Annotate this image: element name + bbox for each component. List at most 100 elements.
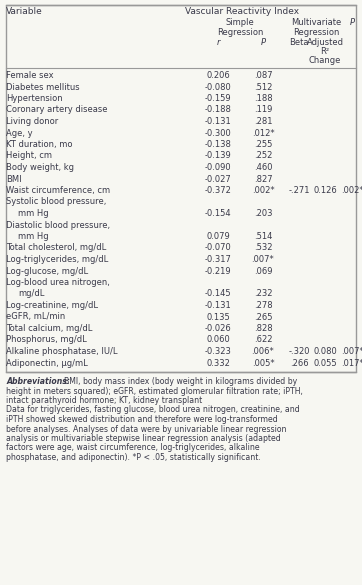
Text: -0.188: -0.188 — [205, 105, 231, 115]
Text: Regression: Regression — [293, 28, 339, 37]
Text: -0.300: -0.300 — [205, 129, 231, 137]
Text: -0.027: -0.027 — [205, 174, 231, 184]
Text: .460: .460 — [254, 163, 272, 172]
Text: Alkaline phosphatase, IU/L: Alkaline phosphatase, IU/L — [6, 347, 118, 356]
Text: Log-creatinine, mg/dL: Log-creatinine, mg/dL — [6, 301, 98, 310]
Text: -0.159: -0.159 — [205, 94, 231, 103]
Text: height in meters squared); eGFR, estimated glomerular filtration rate; iPTH,: height in meters squared); eGFR, estimat… — [6, 387, 303, 395]
Text: .017*: .017* — [341, 359, 362, 367]
Text: .006*: .006* — [252, 347, 274, 356]
Text: -0.026: -0.026 — [205, 324, 231, 333]
Text: -0.090: -0.090 — [205, 163, 231, 172]
Text: Adjusted: Adjusted — [307, 38, 344, 47]
Text: P: P — [349, 18, 354, 27]
Text: phosphatase, and adiponectin). *P < .05, statistically significant.: phosphatase, and adiponectin). *P < .05,… — [6, 453, 261, 462]
Text: Log-triglycerides, mg/dL: Log-triglycerides, mg/dL — [6, 255, 108, 264]
Text: Abbreviations:: Abbreviations: — [6, 377, 70, 386]
Text: mm Hg: mm Hg — [18, 232, 49, 241]
Text: Adiponectin, μg/mL: Adiponectin, μg/mL — [6, 359, 88, 367]
Text: Log-blood urea nitrogen,: Log-blood urea nitrogen, — [6, 278, 110, 287]
Text: 0.079: 0.079 — [206, 232, 230, 241]
Text: Change: Change — [309, 56, 341, 65]
Text: Height, cm: Height, cm — [6, 152, 52, 160]
Text: -0.139: -0.139 — [205, 152, 231, 160]
Text: 0.055: 0.055 — [313, 359, 337, 367]
Text: .265: .265 — [254, 312, 272, 322]
Text: .252: .252 — [254, 152, 272, 160]
Text: 0.206: 0.206 — [206, 71, 230, 80]
Text: .232: .232 — [254, 290, 272, 298]
Text: eGFR, mL/min: eGFR, mL/min — [6, 312, 65, 322]
Text: -0.372: -0.372 — [205, 186, 231, 195]
Text: 0.332: 0.332 — [206, 359, 230, 367]
Text: .087: .087 — [254, 71, 272, 80]
Text: Coronary artery disease: Coronary artery disease — [6, 105, 108, 115]
Text: KT duration, mo: KT duration, mo — [6, 140, 72, 149]
Text: Total calcium, mg/dL: Total calcium, mg/dL — [6, 324, 92, 333]
Text: Multivariate: Multivariate — [291, 18, 341, 27]
Text: BMI: BMI — [6, 174, 22, 184]
Text: .828: .828 — [254, 324, 272, 333]
Text: R²: R² — [320, 47, 329, 56]
Text: analysis or multivariable stepwise linear regression analysis (adapted: analysis or multivariable stepwise linea… — [6, 434, 281, 443]
Text: -.271: -.271 — [288, 186, 310, 195]
Text: .005*: .005* — [252, 359, 274, 367]
Text: Data for triglycerides, fasting glucose, blood urea nitrogen, creatinine, and: Data for triglycerides, fasting glucose,… — [6, 405, 300, 415]
Text: .069: .069 — [254, 267, 272, 276]
Text: Diabetes mellitus: Diabetes mellitus — [6, 82, 80, 91]
Text: r: r — [216, 38, 220, 47]
Text: -0.323: -0.323 — [205, 347, 231, 356]
Text: .622: .622 — [254, 336, 272, 345]
Text: .002*: .002* — [252, 186, 274, 195]
Bar — [6, 5, 356, 372]
Text: -0.138: -0.138 — [205, 140, 231, 149]
Text: .514: .514 — [254, 232, 272, 241]
Text: .007*: .007* — [252, 255, 274, 264]
Text: 0.080: 0.080 — [313, 347, 337, 356]
Text: .188: .188 — [254, 94, 272, 103]
Text: 0.135: 0.135 — [206, 312, 230, 322]
Text: Regression: Regression — [217, 28, 263, 37]
Text: Systolic blood pressure,: Systolic blood pressure, — [6, 198, 106, 207]
Text: -0.219: -0.219 — [205, 267, 231, 276]
Text: 0.060: 0.060 — [206, 336, 230, 345]
Text: BMI, body mass index (body weight in kilograms divided by: BMI, body mass index (body weight in kil… — [64, 377, 297, 386]
Text: iPTH showed skewed distribution and therefore were log-transformed: iPTH showed skewed distribution and ther… — [6, 415, 278, 424]
Text: intact parathyroid hormone; KT, kidney transplant: intact parathyroid hormone; KT, kidney t… — [6, 396, 202, 405]
Text: Total cholesterol, mg/dL: Total cholesterol, mg/dL — [6, 243, 106, 253]
Text: Age, y: Age, y — [6, 129, 33, 137]
Text: -0.070: -0.070 — [205, 243, 231, 253]
Text: Log-glucose, mg/dL: Log-glucose, mg/dL — [6, 267, 88, 276]
Text: .012*: .012* — [252, 129, 274, 137]
Text: .119: .119 — [254, 105, 272, 115]
Text: Waist circumference, cm: Waist circumference, cm — [6, 186, 110, 195]
Text: -0.154: -0.154 — [205, 209, 231, 218]
Text: -0.131: -0.131 — [205, 117, 231, 126]
Text: factors were age, waist circumference, log-triglycerides, alkaline: factors were age, waist circumference, l… — [6, 443, 260, 453]
Text: mm Hg: mm Hg — [18, 209, 49, 218]
Text: Living donor: Living donor — [6, 117, 58, 126]
Text: Female sex: Female sex — [6, 71, 54, 80]
Text: .203: .203 — [254, 209, 272, 218]
Text: Body weight, kg: Body weight, kg — [6, 163, 74, 172]
Text: -0.317: -0.317 — [205, 255, 231, 264]
Text: Variable: Variable — [6, 7, 43, 16]
Text: .002*: .002* — [341, 186, 362, 195]
Text: -0.145: -0.145 — [205, 290, 231, 298]
Text: .255: .255 — [254, 140, 272, 149]
Text: .512: .512 — [254, 82, 272, 91]
Text: P: P — [261, 38, 265, 47]
Text: mg/dL: mg/dL — [18, 290, 45, 298]
Text: .827: .827 — [254, 174, 272, 184]
Text: .007*: .007* — [341, 347, 362, 356]
Text: -0.080: -0.080 — [205, 82, 231, 91]
Text: .532: .532 — [254, 243, 272, 253]
Text: -.320: -.320 — [288, 347, 310, 356]
Text: .266: .266 — [290, 359, 308, 367]
Text: Vascular Reactivity Index: Vascular Reactivity Index — [185, 7, 300, 16]
Text: .278: .278 — [254, 301, 272, 310]
Text: Diastolic blood pressure,: Diastolic blood pressure, — [6, 221, 110, 229]
Text: Simple: Simple — [226, 18, 254, 27]
Text: -0.131: -0.131 — [205, 301, 231, 310]
Text: Beta: Beta — [289, 38, 309, 47]
